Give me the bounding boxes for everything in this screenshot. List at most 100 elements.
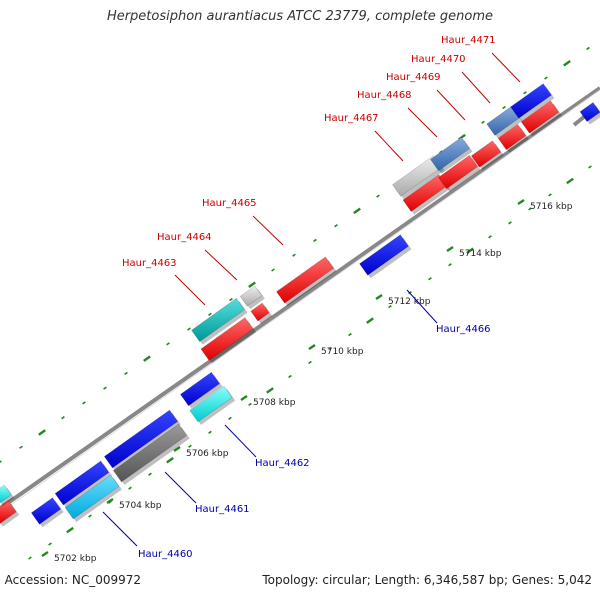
tick-row-outer-tick [103,386,107,390]
gene-block [0,484,15,506]
gene-block [250,302,273,324]
gene-label-minus: Haur_4460 [138,549,193,560]
scale-tick [375,294,383,300]
gene-block-body [180,371,220,407]
tick-row-inner-tick [248,402,252,407]
scale-label: 5710 kbp [321,347,364,357]
tick-row-inner-tick [528,207,532,211]
tick-row-inner-tick [548,193,552,197]
gene-block [579,102,600,125]
gene-label-plus: Haur_4468 [357,90,412,101]
tick-row-inner-tick [48,542,52,546]
gene-block [276,256,337,307]
gene-leader-line [224,424,257,458]
tick-row-outer-tick [586,46,590,51]
tick-row-outer-tick [124,371,128,376]
gene-layer [0,83,600,528]
gene-block [30,497,64,528]
gene-block-body [250,302,270,322]
scale-label: 5702 kbp [54,554,97,564]
tick-row-inner-tick [208,430,212,434]
tick-row-outer-tick [166,342,170,346]
tick-row-outer-tick [229,297,233,302]
scale-tick [41,551,49,557]
gene-leader-line [461,71,491,104]
gene-block-body [276,256,334,304]
tick-row-inner-tick [88,514,92,518]
gene-block [510,83,555,122]
tick-row-inner-tick [188,444,192,448]
gene-block [497,123,529,153]
gene-label-plus: Haur_4465 [202,198,257,209]
tick-row-inner-tick [348,332,352,337]
tick-row-inner-tick [428,277,432,281]
tick-row-outer-tick [376,194,380,198]
gene-block [359,234,412,279]
gene-label-plus: Haur_4470 [411,54,466,65]
topology-text: Topology: circular; Length: 6,346,587 bp… [262,573,592,587]
scale-tick [240,395,248,401]
gene-block-body [200,317,254,361]
gene-block [103,409,181,471]
tick-row-outer-tick [313,238,317,243]
scale-label: 5706 kbp [186,449,229,459]
gene-block [438,154,481,192]
scale-label: 5712 kbp [388,297,431,307]
gene-leader-line [491,52,521,83]
gene-leader-line [436,89,466,121]
tick-row-outer-tick [19,445,23,449]
gene-label-minus: Haur_4462 [255,458,310,469]
gene-label-minus: Haur_4461 [195,504,250,515]
scale-label: 5708 kbp [253,398,296,408]
gene-leader-line [174,274,206,306]
tick-row-inner-tick [308,360,312,365]
gene-block-body [359,234,409,276]
gene-leader-line [407,107,438,138]
tick-row-inner-tick [288,374,292,379]
tick-row-outer-tick [523,91,527,95]
tick-row-inner-tick [388,304,392,309]
gene-label-plus: Haur_4464 [157,232,212,243]
tick-row-inner-tick [366,317,374,324]
gene-leader-line [252,215,284,246]
gene-block-body [497,123,527,151]
tick-row-outer-tick [563,59,571,67]
gene-block-body [54,460,110,506]
gene-block [64,474,122,522]
tick-row-inner-tick [488,235,492,239]
tick-row-inner-tick [228,416,232,420]
gene-block-body [30,497,62,525]
gene-block-body [103,409,179,469]
scale-label: 5716 kbp [530,202,573,212]
gene-block-body [112,423,188,483]
tick-row-outer-tick [292,253,296,257]
map-title: Herpetosiphon aurantiacus ATCC 23779, co… [106,9,494,24]
gene-leader-line [204,249,238,281]
gene-block-body [64,474,120,520]
gene-block-body [0,484,12,504]
scale-label: 5704 kbp [119,501,162,511]
gene-label-plus: Haur_4469 [386,72,441,83]
label-layer: 5702 kbp 5704 kbp 5706 kbp 5708 kbp 5710 kbp… [54,35,573,564]
gene-label-minus: Haur_4466 [436,324,491,335]
gene-label-plus: Haur_4471 [441,35,496,46]
gene-block-body [189,385,233,423]
tick-row-inner-tick [166,457,174,464]
gene-block-body [510,83,552,119]
gene-block [200,317,257,364]
tick-row-outer-tick [334,224,338,228]
tick-row-outer-tick [82,401,86,405]
tick-row-outer-tick [0,460,2,463]
gene-block-body [579,102,600,122]
tick-row-outer-tick [502,105,506,110]
gene-block [430,136,473,174]
backbone-line [0,86,600,511]
tick-row-inner-tick [466,247,474,254]
gene-label-plus: Haur_4467 [324,113,379,124]
tick-row-inner-tick [508,221,512,225]
gene-block-body [520,100,560,134]
tick-row-inner-tick [588,165,592,169]
gene-block-body [430,136,470,172]
gene-block [54,460,112,508]
